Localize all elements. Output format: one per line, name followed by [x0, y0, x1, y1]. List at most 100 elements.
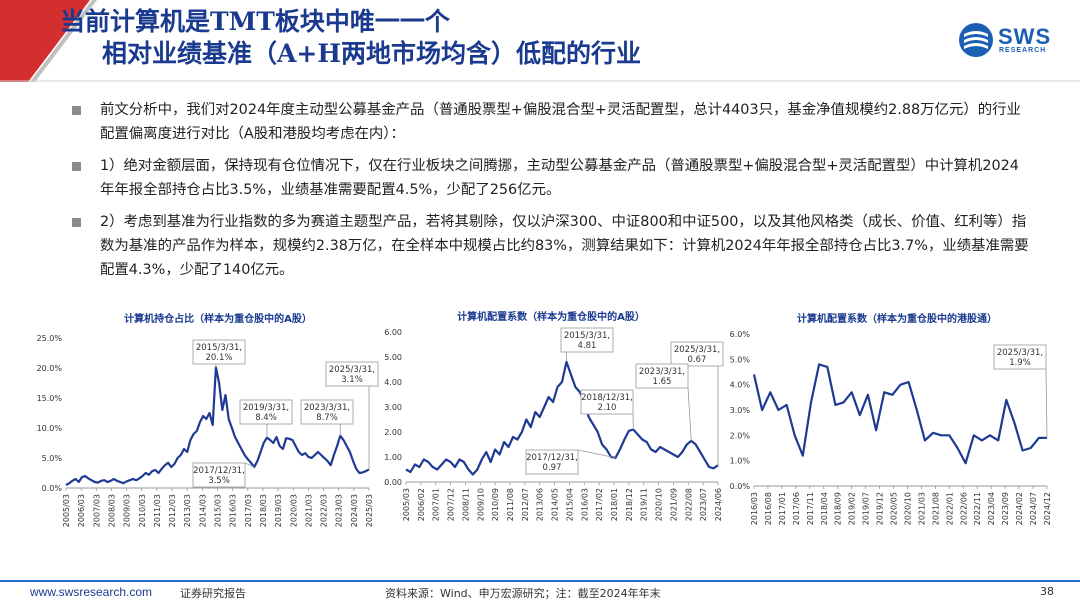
annotation-label: 0.97	[543, 463, 562, 473]
x-tick-label: 2017/01	[778, 492, 787, 525]
bullet-item: 1）绝对金额层面，保持现有仓位情况下，仅在行业板块之间腾挪，主动型公募基金产品（…	[70, 154, 1030, 202]
annotation-leader	[687, 387, 692, 441]
x-tick-label: 2008/03	[107, 494, 116, 527]
x-tick-label: 2013/03	[183, 494, 192, 527]
y-tick-label: 20.0%	[37, 364, 63, 373]
footer-source: 资料来源：Wind、申万宏源研究；注：截至2024年年末	[385, 587, 661, 600]
x-tick-label: 2017/03	[244, 494, 253, 527]
x-tick-label: 2016/03	[229, 494, 238, 527]
x-tick-label: 2019/07	[862, 492, 871, 525]
annotation-label: 2.10	[598, 403, 617, 413]
x-tick-label: 2022/03	[320, 494, 329, 527]
x-tick-label: 2014/03	[198, 494, 207, 527]
annotation-callout: 2019/3/31,8.4%	[239, 399, 293, 438]
y-tick-label: 0.0%	[42, 484, 63, 493]
x-tick-label: 2011/08	[506, 488, 515, 521]
x-tick-label: 2016/03	[580, 488, 589, 521]
chart-a-share-holding: 计算机持仓占比（样本为重仓股中的A股） 0.0% 5.0% 10.0% 15.0% 20.…	[18, 300, 379, 578]
x-tick-label: 2017/11	[806, 492, 815, 525]
annotation-box	[560, 327, 614, 353]
annotation-box	[239, 399, 293, 425]
x-tick-label: 2021/03	[917, 492, 926, 525]
x-tick-label: 2024/02	[1015, 492, 1024, 525]
y-tick-label: 4.0%	[730, 381, 751, 390]
chart-a-share-allocation: 计算机配置系数（样本为重仓股中的A股） 0.00 1.00 2.00 3.00 4.00 5…	[376, 300, 726, 578]
chart-title: 计算机配置系数（样本为重仓股中的A股）	[457, 310, 645, 323]
y-tick-label: 0.0%	[730, 482, 751, 491]
annotation-callout: 2018/12/31,2.10	[580, 389, 634, 430]
annotation-box	[325, 361, 379, 387]
y-tick-label: 2.0%	[730, 431, 751, 440]
series-line	[65, 366, 370, 486]
x-tick-label: 2018/04	[820, 492, 829, 525]
x-tick-label: 2022/08	[684, 488, 693, 521]
x-tick-label: 2023/09	[1001, 492, 1010, 525]
annotation-label: 2025/3/31,	[329, 365, 375, 375]
bullet-text: 前文分析中，我们对2024年度主动型公募基金产品（普通股票型+偏股混合型+灵活配…	[100, 102, 1021, 142]
x-tick-label: 2025/03	[365, 494, 374, 527]
footer-url-link[interactable]: www.swsresearch.com	[30, 585, 153, 599]
bullet-square-icon	[72, 218, 81, 227]
x-tick-label: 2021/09	[669, 488, 678, 521]
x-tick-label: 2015/03	[214, 494, 223, 527]
series-line	[752, 363, 1047, 465]
annotation-label: 8.7%	[316, 413, 338, 423]
page-title: 当前计算机是TMT板块中唯一一个 相对业绩基准（A+H两地市场均含）低配的行业	[60, 6, 641, 70]
x-tick-label: 2019/11	[640, 488, 649, 521]
x-tick-label: 2019/02	[848, 492, 857, 525]
annotation-box	[580, 389, 634, 415]
x-tick-label: 2022/06	[959, 492, 968, 525]
page-number: 38	[1040, 585, 1054, 598]
x-tick-label: 2020/03	[289, 494, 298, 527]
y-tick-label: 5.0%	[42, 454, 63, 463]
annotation-box	[192, 462, 246, 488]
annotation-box	[192, 339, 246, 365]
chart-title: 计算机持仓占比（样本为重仓股中的A股）	[124, 312, 312, 325]
annotation-callout: 2015/3/31,4.81	[560, 327, 614, 362]
annotation-box	[670, 341, 724, 367]
y-tick-label: 1.00	[384, 453, 402, 462]
logo-text: SWS	[998, 24, 1052, 49]
x-tick-label: 2006/02	[417, 488, 426, 521]
y-tick-label: 15.0%	[37, 394, 63, 403]
series-line	[405, 360, 719, 476]
x-tick-label: 2009/03	[123, 494, 132, 527]
x-tick-label: 2005/03	[62, 494, 71, 527]
x-tick-label: 2024/03	[350, 494, 359, 527]
x-tick-label: 2023/03	[335, 494, 344, 527]
annotation-label: 2017/12/31,	[193, 466, 245, 476]
footer-report-label: 证券研究报告	[180, 587, 246, 600]
x-tick-label: 2016/08	[764, 492, 773, 525]
x-tick-label: 2009/10	[476, 488, 485, 521]
annotation-callout: 2025/3/31,1.9%	[993, 344, 1048, 438]
annotation-callout: 2023/3/31,8.7%	[300, 399, 354, 436]
y-tick-label: 25.0%	[37, 334, 63, 343]
x-tick-label: 2007/03	[92, 494, 101, 527]
annotation-leader	[577, 449, 616, 459]
annotation-callout: 2025/3/31,0.67	[670, 341, 724, 466]
bullet-list: 前文分析中，我们对2024年度主动型公募基金产品（普通股票型+偏股混合型+灵活配…	[70, 98, 1030, 290]
bullet-item: 前文分析中，我们对2024年度主动型公募基金产品（普通股票型+偏股混合型+灵活配…	[70, 98, 1030, 146]
chart-svg: 计算机配置系数（样本为重仓股中的港股通） 0.0% 1.0% 2.0% 3.0% 4.0%…	[730, 312, 1052, 525]
x-tick-label: 2020/05	[890, 492, 899, 525]
header-decoration	[0, 0, 1080, 82]
x-tick-label: 2015/04	[565, 488, 574, 521]
x-tick-label: 2007/12	[447, 488, 456, 521]
x-tick-label: 2018/12	[625, 488, 634, 521]
x-tick-label: 2016/03	[750, 492, 759, 525]
x-tick-label: 2024/12	[1043, 492, 1052, 525]
x-tick-label: 2012/07	[521, 488, 530, 521]
annotation-label: 1.9%	[1009, 358, 1031, 368]
sws-logo: SWS RESEARCH	[958, 22, 1058, 58]
title-line-2: 相对业绩基准（A+H两地市场均含）低配的行业	[102, 39, 641, 68]
x-tick-label: 2021/03	[304, 494, 313, 527]
annotation-box	[300, 399, 354, 425]
x-tick-label: 2007/01	[432, 488, 441, 521]
x-tick-label: 2023/04	[987, 492, 996, 525]
x-tick-label: 2019/03	[274, 494, 283, 527]
x-tick-label: 2020/10	[903, 492, 912, 525]
annotation-label: 2017/12/31,	[526, 453, 578, 463]
x-tick-label: 2018/09	[834, 492, 843, 525]
annotation-callout: 2017/12/31,0.97	[525, 449, 616, 475]
x-tick-label: 2018/01	[610, 488, 619, 521]
